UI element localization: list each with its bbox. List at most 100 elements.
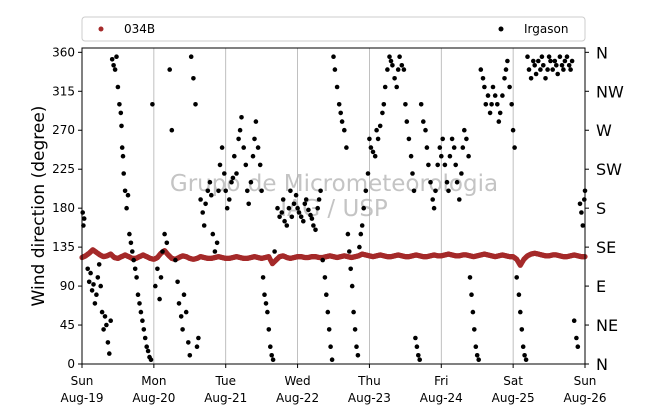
ytick-label-5: 225 [52,162,75,176]
point-irgason [528,76,534,81]
point-irgason [223,188,228,194]
ytick-label-8: 360 [52,45,75,59]
point-irgason [315,205,321,211]
point-irgason [268,344,273,350]
point-irgason [128,240,134,246]
point-irgason [526,67,532,72]
point-irgason [473,344,479,350]
point-irgason [543,76,548,81]
point-irgason [241,145,246,150]
point-irgason [406,136,412,142]
point-irgason [140,318,145,324]
point-irgason [157,296,162,302]
point-irgason [431,205,437,211]
point-irgason [440,136,446,142]
point-irgason [485,93,491,98]
ytick-label-3: 135 [52,240,75,254]
legend: 034B Irgason [81,16,586,42]
point-irgason [466,153,471,159]
point-irgason [490,84,496,90]
xtick-date-5: Aug-24 [420,391,463,405]
point-irgason [426,162,431,168]
point-irgason [326,327,332,332]
point-irgason [320,257,326,263]
point-irgason [272,249,277,254]
point-irgason [198,197,203,202]
point-irgason [430,197,436,202]
point-irgason [134,275,139,280]
point-irgason [359,223,365,228]
point-irgason [403,102,408,107]
xtick-date-6: Aug-25 [492,391,535,405]
point-irgason [111,63,116,68]
point-irgason [322,275,328,280]
point-irgason [459,171,464,176]
point-irgason [105,340,111,345]
point-irgason [385,67,390,72]
point-irgason [289,214,295,220]
point-irgason [329,357,335,363]
point-irgason [518,309,523,315]
point-irgason [423,127,428,133]
right-tick-label-3: SE [596,238,616,257]
legend-box [81,16,586,42]
point-irgason [380,110,385,116]
y-axis-ticks: 0 45 90 135 180 225 270 315 360 [52,45,82,371]
point-irgason [395,67,401,72]
point-irgason [417,357,423,363]
point-irgason [91,282,96,287]
point-irgason [101,327,106,332]
point-irgason [160,249,165,254]
point-irgason [519,327,525,332]
point-irgason [336,102,342,107]
point-irgason [108,318,113,324]
point-irgason [554,63,559,68]
right-axis-labels: N NE E SE S SW W NW N [585,43,624,374]
point-irgason [155,266,160,272]
point-irgason [196,335,201,341]
point-irgason [424,145,430,150]
point-irgason [559,63,565,68]
point-irgason [135,292,141,298]
point-irgason [457,197,462,202]
point-irgason [318,188,323,194]
point-irgason [269,353,275,358]
xtick-day-4: Thu [357,374,381,388]
xtick-day-5: Fri [434,374,448,388]
point-irgason [399,63,405,68]
point-irgason [470,309,476,315]
point-irgason [401,67,407,72]
point-irgason [557,54,563,59]
point-irgason [150,102,155,107]
point-irgason [533,71,539,77]
point-irgason [200,210,205,215]
point-irgason [453,162,459,168]
point-irgason [138,309,144,315]
point-irgason [266,327,272,332]
right-tick-label-0: N [596,355,608,374]
point-irgason [347,249,352,254]
point-irgason [577,201,583,207]
point-irgason [416,353,421,358]
point-irgason [582,197,587,202]
point-irgason [338,110,344,116]
point-irgason [313,227,318,233]
point-irgason [464,136,469,142]
point-irgason [173,257,178,263]
point-irgason [331,54,336,59]
point-irgason [510,127,516,133]
point-irgason [467,275,473,280]
point-irgason [462,127,467,133]
point-irgason [476,357,482,363]
point-irgason [442,162,448,168]
series-034b [79,247,588,268]
point-irgason [145,348,151,354]
point-irgason [246,201,251,207]
point-irgason [569,58,575,64]
point-irgason [451,145,457,150]
point-irgason [500,93,505,98]
point-irgason [361,205,367,211]
point-irgason [209,192,214,198]
point-irgason [205,188,211,194]
point-irgason [352,327,358,332]
